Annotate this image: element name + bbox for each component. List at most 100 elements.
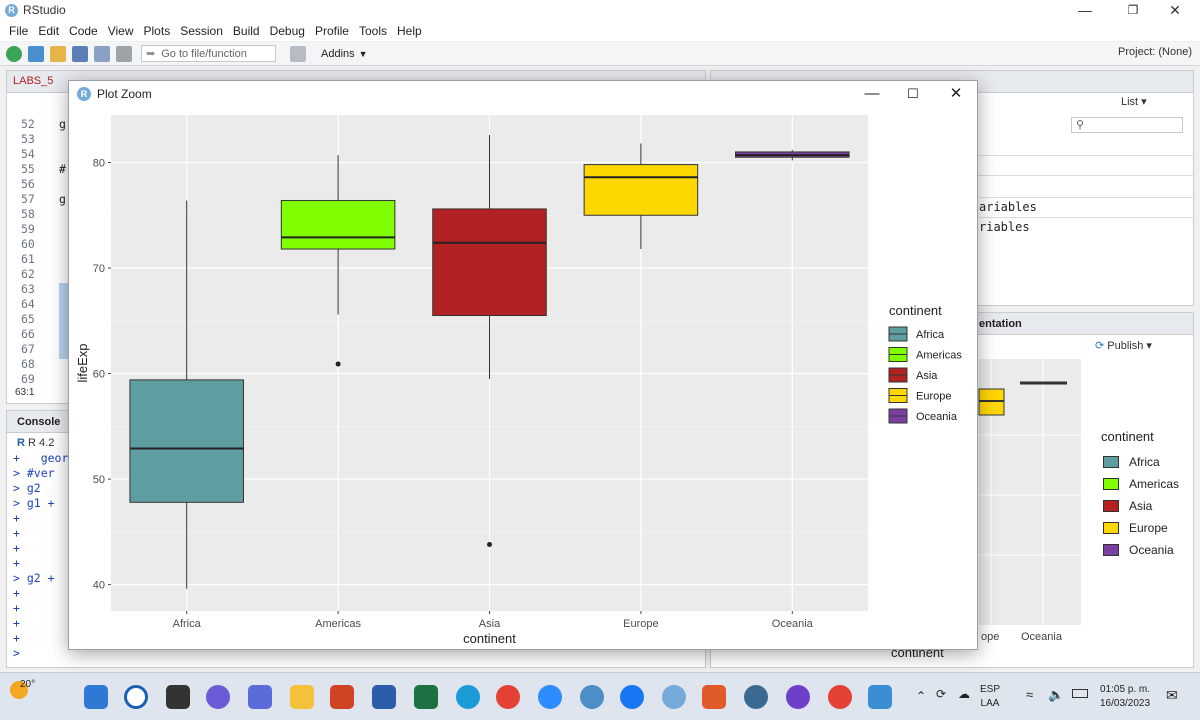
line-number: 61 [21, 252, 35, 266]
plot-zoom-window: R Plot Zoom — ☐ ✕ 40 50 60 70 80 Africa Americ… [68, 80, 978, 650]
menu-bar: File Edit Code View Plots Session Build … [0, 20, 1200, 41]
viewer-legend-swatch [1103, 478, 1119, 490]
battery-icon[interactable] [1072, 689, 1088, 698]
box-asia [432, 208, 547, 317]
zoom-app-icon[interactable] [538, 685, 562, 709]
line-number: 63 [21, 282, 35, 296]
legend-label-americas: Americas [916, 350, 962, 362]
weather-temperature[interactable]: 20° [20, 679, 36, 690]
line-number: 62 [21, 267, 35, 281]
viewer-legend-item: Oceania [1103, 539, 1179, 561]
zoom-close-icon[interactable]: ✕ [949, 85, 963, 102]
menu-debug[interactable]: Debug [269, 23, 305, 38]
line-number: 64 [21, 297, 35, 311]
word-icon[interactable] [372, 685, 396, 709]
chevron-up-icon[interactable]: ⌃ [916, 689, 927, 703]
search-icon[interactable] [124, 685, 148, 709]
line-number: 69 [21, 372, 35, 386]
maximize-icon[interactable]: ❐ [1127, 3, 1139, 17]
cloud-icon[interactable]: ☁ [958, 687, 970, 701]
weather-sun-icon[interactable] [10, 681, 28, 699]
console-line: + [13, 616, 20, 630]
new-project-icon[interactable] [28, 45, 44, 62]
chrome-profile-icon[interactable] [828, 685, 852, 709]
x-tick-label: Americas [315, 618, 361, 630]
file-explorer-icon[interactable] [290, 685, 314, 709]
menu-view[interactable]: View [107, 23, 134, 38]
console-line: + [13, 526, 20, 540]
addins-chevron-down-icon[interactable]: ▼ [358, 48, 368, 59]
viewer-legend-swatch [1103, 522, 1119, 534]
save-all-icon[interactable] [94, 45, 110, 62]
windows-start-icon[interactable] [84, 685, 108, 709]
menu-code[interactable]: Code [69, 23, 98, 38]
menu-session[interactable]: Session [180, 23, 223, 38]
grid-layout-icon[interactable] [290, 45, 306, 62]
language-indicator[interactable]: ESP LAA [980, 683, 1000, 711]
save-icon[interactable] [72, 45, 88, 62]
close-icon[interactable]: ✕ [1169, 2, 1181, 18]
goto-file-input[interactable]: ➥ Go to file/function [141, 45, 276, 62]
edge-icon[interactable] [456, 685, 480, 709]
rstudio-taskbar-icon[interactable] [662, 685, 686, 709]
presentation-tab[interactable]: entation [979, 318, 1022, 330]
menu-build[interactable]: Build [232, 23, 260, 38]
line-number: 59 [21, 222, 35, 236]
line-number: 53 [21, 132, 35, 146]
menu-help[interactable]: Help [397, 23, 422, 38]
console-output[interactable]: + geor > #ver > g2 > g1 + + + + + > g2 + + + + + > [13, 451, 68, 661]
github-icon[interactable] [786, 685, 810, 709]
editor-tab[interactable]: LABS_5 [13, 75, 54, 87]
facebook-icon[interactable] [620, 685, 644, 709]
menu-edit[interactable]: Edit [38, 23, 60, 38]
chat-icon[interactable] [206, 685, 230, 709]
project-selector[interactable]: Project: (None) [1118, 46, 1192, 58]
publish-button[interactable]: ⟳ Publish ▾ [1095, 340, 1152, 352]
legend-label-africa: Africa [916, 329, 945, 341]
console-line: + [13, 541, 20, 555]
print-icon[interactable] [116, 45, 132, 62]
volume-icon[interactable]: 🔈 [1048, 687, 1065, 702]
publish-label: Publish [1107, 340, 1144, 352]
wifi-icon[interactable]: ≈ [1026, 687, 1034, 702]
console-line: + geor [13, 451, 69, 465]
list-view-button[interactable]: List ▾ [1121, 96, 1147, 108]
viewer-legend-item: Europe [1103, 517, 1179, 539]
env-row[interactable]: riables [979, 217, 1195, 237]
menu-plots[interactable]: Plots [143, 23, 171, 38]
addins-button[interactable]: Addins [321, 47, 355, 60]
code-fragment[interactable]: # [59, 162, 66, 176]
matlab-icon[interactable] [702, 685, 726, 709]
image-app-icon[interactable] [868, 685, 892, 709]
new-file-icon[interactable] [6, 45, 22, 62]
widgets-icon[interactable] [248, 685, 272, 709]
viewer-legend-label: Oceania [1129, 543, 1174, 557]
menu-tools[interactable]: Tools [358, 23, 387, 38]
environment-search-input[interactable]: ⚲ [1071, 117, 1183, 133]
zoom-minimize-icon[interactable]: — [864, 85, 880, 102]
sigma-app-icon[interactable] [580, 685, 604, 709]
network-sync-icon[interactable]: ⟳ [936, 687, 947, 701]
notification-icon[interactable]: ✉ [1166, 687, 1178, 703]
magnifier-app-icon[interactable] [744, 685, 768, 709]
y-tick-label: 40 [93, 580, 105, 592]
code-fragment[interactable]: g [59, 117, 66, 131]
menu-profile[interactable]: Profile [314, 23, 349, 38]
viewer-legend-swatch [1103, 544, 1119, 556]
open-file-icon[interactable] [50, 45, 66, 62]
menu-file[interactable]: File [9, 23, 29, 38]
line-number: 65 [21, 312, 35, 326]
code-fragment[interactable]: g [59, 192, 66, 206]
excel-icon[interactable] [414, 685, 438, 709]
clock[interactable]: 01:05 p. m. 16/03/2023 [1100, 683, 1150, 711]
chrome-icon[interactable] [496, 685, 520, 709]
title-bar: R RStudio — ❐ ✕ [0, 0, 1200, 20]
minimize-icon[interactable]: — [1078, 2, 1092, 18]
powerpoint-icon[interactable] [330, 685, 354, 709]
console-line: > [13, 646, 20, 660]
r-version-label: R R 4.2 [17, 437, 54, 449]
zoom-maximize-icon[interactable]: ☐ [907, 86, 919, 101]
task-view-icon[interactable] [166, 685, 190, 709]
env-row[interactable]: ariables [979, 197, 1195, 217]
console-tab[interactable]: Console [17, 416, 61, 428]
